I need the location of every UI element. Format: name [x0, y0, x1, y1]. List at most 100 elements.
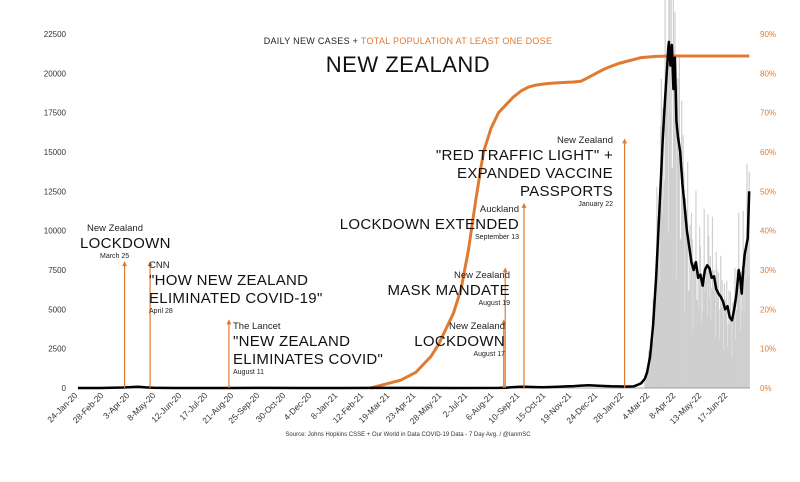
daily-bar	[684, 197, 687, 388]
daily-bar	[656, 187, 658, 388]
daily-bar	[657, 262, 659, 388]
daily-bar	[695, 190, 697, 388]
daily-bar	[682, 135, 684, 388]
daily-bar	[706, 316, 708, 388]
daily-bar	[714, 337, 717, 388]
daily-bar	[665, 92, 667, 388]
daily-bar	[686, 231, 688, 388]
daily-bar	[673, 83, 675, 389]
daily-bar	[654, 306, 656, 388]
y-right-tick-label: 40%	[760, 227, 776, 236]
annotation-source: New Zealand	[449, 321, 505, 332]
y-left-tick-label: 5000	[48, 305, 66, 314]
annotation-date: January 22	[578, 201, 613, 208]
y-right-tick-label: 70%	[760, 109, 776, 118]
daily-bar	[720, 255, 722, 388]
daily-bar	[743, 310, 745, 388]
daily-bar	[724, 299, 726, 388]
annotation-source: Auckland	[480, 204, 519, 215]
daily-bar	[672, 0, 675, 388]
y-right-tick-label: 60%	[760, 148, 776, 157]
daily-bar	[742, 210, 744, 388]
daily-bar	[711, 287, 713, 388]
daily-bar	[709, 256, 711, 388]
daily-bar	[669, 113, 672, 388]
daily-bar	[726, 346, 729, 388]
y-left-tick-label: 22500	[44, 30, 67, 39]
daily-bar	[738, 270, 741, 388]
daily-bar	[739, 330, 741, 388]
daily-bar	[660, 125, 662, 388]
daily-bar	[738, 212, 740, 388]
daily-bar	[670, 0, 672, 388]
daily-bar	[731, 357, 733, 388]
daily-bar	[726, 280, 728, 388]
daily-bar	[654, 299, 656, 388]
chart-title: NEW ZEALAND	[326, 52, 490, 77]
daily-bar	[663, 199, 665, 388]
daily-bar	[677, 78, 679, 389]
annotation-arrowhead	[226, 319, 232, 325]
daily-bar	[735, 310, 738, 388]
cases-line	[78, 40, 751, 390]
daily-bar	[725, 306, 727, 388]
daily-bar	[717, 272, 720, 388]
daily-bar	[692, 329, 694, 388]
daily-bar	[680, 239, 682, 388]
daily-bar	[732, 314, 735, 388]
daily-bar	[719, 309, 721, 388]
daily-bar	[717, 302, 719, 388]
annotation-headline: ELIMINATED COVID-19"	[149, 290, 323, 307]
daily-bar	[648, 363, 650, 388]
daily-bar	[674, 12, 676, 388]
y-right-tick-label: 10%	[760, 345, 776, 354]
daily-bar	[653, 342, 655, 388]
annotation-source: New Zealand	[557, 135, 613, 146]
daily-bar	[649, 367, 651, 388]
daily-bar	[712, 290, 714, 388]
daily-bar	[660, 78, 663, 389]
daily-bar	[644, 375, 646, 388]
daily-bar	[647, 370, 649, 388]
annotation-date: August 11	[233, 369, 264, 376]
y-left-tick-label: 7500	[48, 266, 66, 275]
annotation-arrowhead	[622, 138, 628, 144]
daily-bar	[707, 214, 709, 388]
daily-bar	[730, 321, 732, 388]
daily-bar	[666, 84, 668, 388]
y-right-tick-label: 50%	[760, 187, 776, 196]
y-right-tick-label: 90%	[760, 30, 776, 39]
daily-bar	[746, 163, 748, 388]
daily-bar	[699, 226, 701, 388]
annotation-source: CNN	[149, 260, 170, 271]
annotation-arrowhead	[521, 202, 527, 208]
y-left-tick-label: 15000	[44, 148, 67, 157]
annotation-date: August 19	[478, 300, 510, 307]
daily-bar	[748, 171, 750, 388]
daily-bar	[645, 374, 647, 388]
subtitle-vaccination: TOTAL POPULATION AT LEAST ONE DOSE	[361, 36, 552, 46]
daily-bar	[659, 281, 661, 388]
annotation-source: New Zealand	[87, 223, 143, 234]
vaccination-line	[370, 54, 750, 390]
y-left-tick-label: 10000	[44, 227, 67, 236]
daily-bar	[703, 208, 705, 388]
daily-bar	[747, 226, 749, 388]
daily-bar	[747, 276, 750, 388]
daily-bar	[662, 108, 664, 389]
daily-bar	[741, 266, 744, 388]
daily-bars-layer	[644, 0, 750, 389]
daily-bar	[714, 287, 716, 388]
daily-bar	[708, 298, 711, 388]
daily-bar	[650, 344, 652, 388]
daily-bar	[671, 167, 673, 388]
daily-bar	[688, 291, 690, 388]
y-left-tick-label: 2500	[48, 345, 66, 354]
daily-bar	[700, 322, 702, 388]
